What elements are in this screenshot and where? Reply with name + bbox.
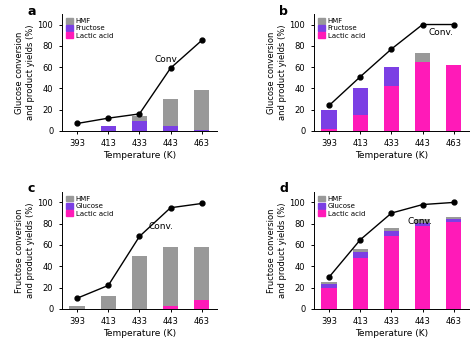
Bar	[163, 126, 178, 131]
Legend: HMF, Glucose, Lactic acid: HMF, Glucose, Lactic acid	[317, 195, 365, 217]
Text: b: b	[280, 5, 288, 17]
Bar	[163, 306, 178, 309]
Y-axis label: Glucose conversion
and product yields (%): Glucose conversion and product yields (%…	[15, 25, 35, 120]
Bar	[415, 226, 430, 309]
Y-axis label: Fructose conversion
and product yields (%): Fructose conversion and product yields (…	[15, 203, 35, 298]
Bar	[321, 110, 337, 129]
Text: c: c	[27, 183, 35, 195]
Text: Conv.: Conv.	[407, 217, 432, 226]
Bar	[446, 219, 462, 222]
Bar	[100, 296, 116, 309]
Legend: HMF, Fructose, Lactic acid: HMF, Fructose, Lactic acid	[317, 17, 365, 39]
Bar	[321, 282, 337, 284]
Bar	[446, 217, 462, 219]
Bar	[353, 115, 368, 131]
Bar	[383, 86, 399, 131]
Legend: HMF, Fructose, Lactic acid: HMF, Fructose, Lactic acid	[65, 17, 114, 39]
Bar	[321, 129, 337, 131]
Legend: HMF, Glucose, Lactic acid: HMF, Glucose, Lactic acid	[65, 195, 114, 217]
Bar	[321, 284, 337, 288]
Bar	[383, 67, 399, 86]
Bar	[353, 249, 368, 252]
X-axis label: Temperature (K): Temperature (K)	[355, 151, 428, 160]
Bar	[446, 65, 462, 131]
Bar	[353, 252, 368, 258]
Bar	[383, 228, 399, 231]
Bar	[415, 223, 430, 226]
Text: a: a	[27, 5, 36, 17]
Bar	[383, 231, 399, 236]
X-axis label: Temperature (K): Temperature (K)	[355, 329, 428, 338]
Bar	[383, 236, 399, 309]
Bar	[446, 222, 462, 309]
Y-axis label: Glucose conversion
and product yields (%): Glucose conversion and product yields (%…	[267, 25, 287, 120]
Bar	[132, 256, 147, 309]
Bar	[100, 126, 116, 131]
Bar	[163, 99, 178, 126]
Bar	[353, 258, 368, 309]
Bar	[132, 116, 147, 121]
Bar	[194, 247, 210, 300]
Text: Conv.: Conv.	[429, 28, 454, 37]
Bar	[194, 130, 210, 131]
Bar	[353, 88, 368, 115]
X-axis label: Temperature (K): Temperature (K)	[103, 329, 176, 338]
Bar	[194, 91, 210, 130]
Y-axis label: Fructose conversion
and product yields (%): Fructose conversion and product yields (…	[267, 203, 287, 298]
Text: Conv.: Conv.	[149, 222, 174, 231]
Bar	[415, 62, 430, 131]
Text: Conv.: Conv.	[155, 55, 180, 64]
Bar	[132, 121, 147, 131]
Bar	[194, 300, 210, 309]
Bar	[415, 53, 430, 62]
Bar	[69, 306, 85, 309]
Bar	[321, 288, 337, 309]
Text: d: d	[280, 183, 288, 195]
Bar	[415, 219, 430, 223]
X-axis label: Temperature (K): Temperature (K)	[103, 151, 176, 160]
Bar	[163, 247, 178, 306]
